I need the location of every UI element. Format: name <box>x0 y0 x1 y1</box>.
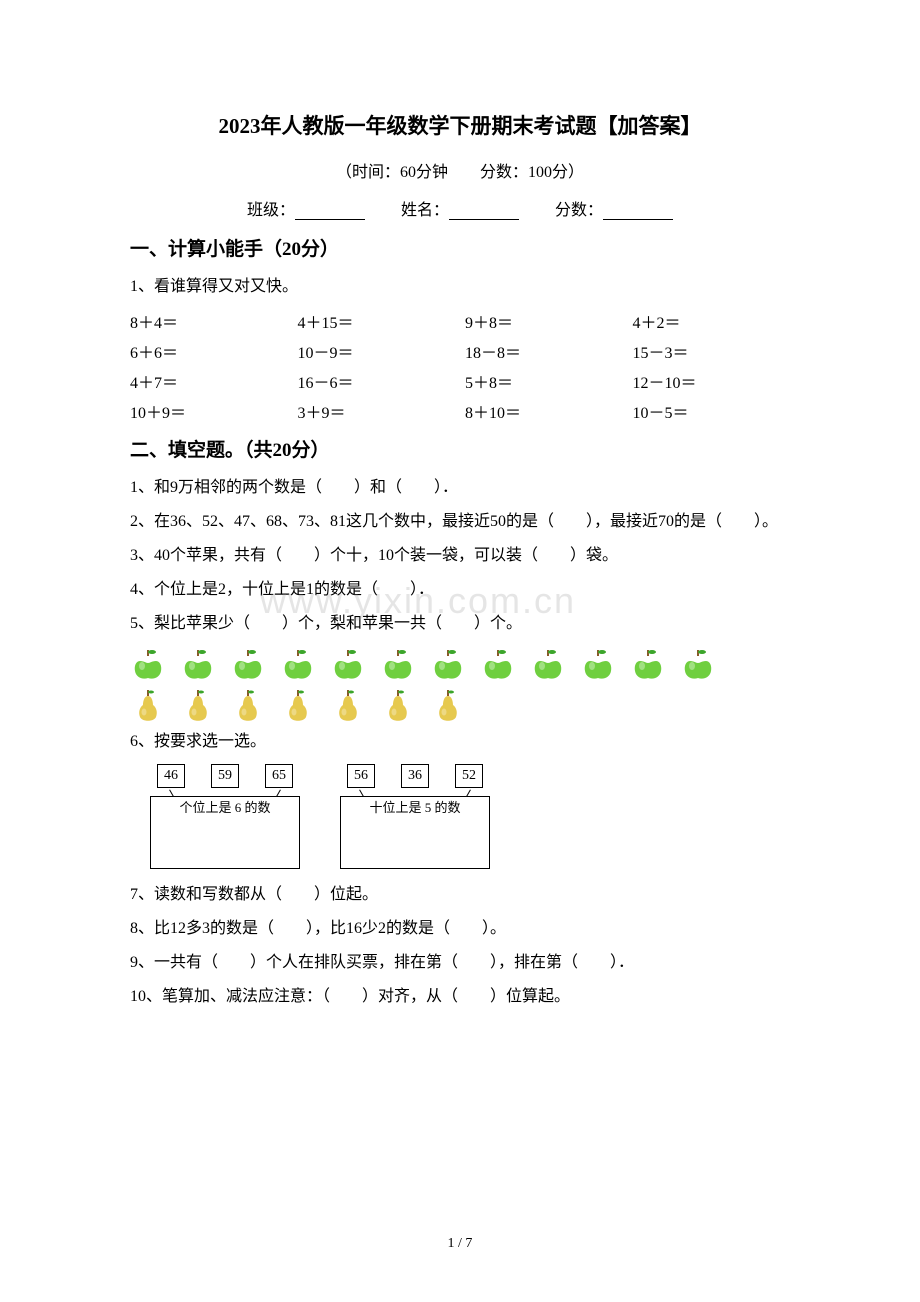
s2-q8: 8、比12多3的数是（ ），比16少2的数是（ ）。 <box>130 917 790 941</box>
calc-cell: 10－9＝ <box>298 339 456 363</box>
exam-title: 2023年人教版一年级数学下册期末考试题【加答案】 <box>130 110 790 140</box>
pear-icon <box>380 688 416 724</box>
pear-icon <box>330 688 366 724</box>
s2-q2: 2、在36、52、47、68、73、81这几个数中，最接近50的是（ ），最接近… <box>130 510 790 534</box>
funnel-label: 十位上是 5 的数 <box>340 796 490 814</box>
apple-icon <box>680 646 716 682</box>
answer-box <box>150 814 300 869</box>
s2-q1: 1、和9万相邻的两个数是（ ）和（ ）． <box>130 476 790 500</box>
class-label: 班级： <box>247 202 295 219</box>
info-line: 班级： 姓名： 分数： <box>130 196 790 220</box>
s2-q9: 9、一共有（ ）个人在排队买票，排在第（ ），排在第（ ）． <box>130 951 790 975</box>
s2-q7: 7、读数和写数都从（ ）位起。 <box>130 883 790 907</box>
calc-cell: 10＋9＝ <box>130 399 288 423</box>
s2-q3: 3、40个苹果，共有（ ）个十，10个装一袋，可以装（ ）袋。 <box>130 544 790 568</box>
calc-cell: 18－8＝ <box>465 339 623 363</box>
apple-icon <box>180 646 216 682</box>
pear-icon <box>280 688 316 724</box>
name-blank <box>449 204 519 220</box>
calc-grid: 8＋4＝ 4＋15＝ 9＋8＝ 4＋2＝ 6＋6＝ 10－9＝ 18－8＝ 15－3＝ 4＋7＝… <box>130 309 790 423</box>
q6-group: 46 59 65 个位上是 6 的数 <box>150 764 300 869</box>
section2-heading: 二、填空题。（共20分） <box>130 435 790 462</box>
pear-row <box>130 688 790 724</box>
calc-cell: 15－3＝ <box>633 339 791 363</box>
answer-box <box>340 814 490 869</box>
pear-icon <box>130 688 166 724</box>
q6-wrap: 46 59 65 个位上是 6 的数 56 36 52 十位上是 5 的数 <box>130 764 790 869</box>
class-blank <box>295 204 365 220</box>
num-box: 59 <box>211 764 239 788</box>
score-blank <box>603 204 673 220</box>
num-box: 36 <box>401 764 429 788</box>
num-box: 56 <box>347 764 375 788</box>
calc-cell: 10－5＝ <box>633 399 791 423</box>
num-box: 46 <box>157 764 185 788</box>
q6-nums: 56 36 52 <box>347 764 483 788</box>
exam-subtitle: （时间：60分钟 分数：100分） <box>130 158 790 182</box>
pear-icon <box>230 688 266 724</box>
num-box: 65 <box>265 764 293 788</box>
s1-q1: 1、看谁算得又对又快。 <box>130 275 790 299</box>
apple-icon <box>280 646 316 682</box>
calc-cell: 4＋7＝ <box>130 369 288 393</box>
apple-icon <box>580 646 616 682</box>
apple-icon <box>480 646 516 682</box>
calc-cell: 4＋2＝ <box>633 309 791 333</box>
s2-q5: 5、梨比苹果少（ ）个，梨和苹果一共（ ）个。 <box>130 612 790 636</box>
q6-group: 56 36 52 十位上是 5 的数 <box>340 764 490 869</box>
calc-cell: 16－6＝ <box>298 369 456 393</box>
section1-heading: 一、计算小能手（20分） <box>130 234 790 261</box>
calc-cell: 8＋4＝ <box>130 309 288 333</box>
num-box: 52 <box>455 764 483 788</box>
name-label: 姓名： <box>401 202 449 219</box>
calc-cell: 4＋15＝ <box>298 309 456 333</box>
pear-icon <box>430 688 466 724</box>
apple-icon <box>230 646 266 682</box>
apple-icon <box>380 646 416 682</box>
s2-q6: 6、按要求选一选。 <box>130 730 790 754</box>
pear-icon <box>180 688 216 724</box>
calc-cell: 3＋9＝ <box>298 399 456 423</box>
apple-icon <box>130 646 166 682</box>
s2-q4: 4、个位上是2，十位上是1的数是（ ）． <box>130 578 790 602</box>
q6-nums: 46 59 65 <box>157 764 293 788</box>
apple-icon <box>530 646 566 682</box>
calc-cell: 9＋8＝ <box>465 309 623 333</box>
apple-icon <box>330 646 366 682</box>
calc-cell: 12－10＝ <box>633 369 791 393</box>
apple-icon <box>630 646 666 682</box>
calc-cell: 6＋6＝ <box>130 339 288 363</box>
apple-row <box>130 646 790 682</box>
score-label: 分数： <box>555 202 603 219</box>
calc-cell: 8＋10＝ <box>465 399 623 423</box>
calc-cell: 5＋8＝ <box>465 369 623 393</box>
s2-q10: 10、笔算加、减法应注意：（ ）对齐，从（ ）位算起。 <box>130 985 790 1009</box>
funnel-label: 个位上是 6 的数 <box>150 796 300 814</box>
page-number: 1 / 7 <box>0 1236 920 1252</box>
apple-icon <box>430 646 466 682</box>
